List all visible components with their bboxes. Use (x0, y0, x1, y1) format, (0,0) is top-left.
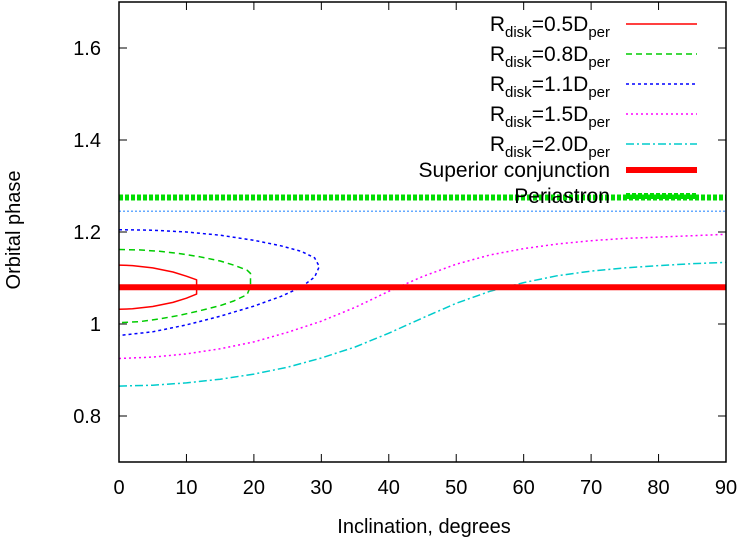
legend-entry-r-disk-0-5d-per: Rdisk=0.5Dper (490, 13, 697, 41)
legend-label-part: per (588, 54, 610, 71)
y-tick-label: 1.4 (73, 130, 101, 152)
legend-entry-periastron: Periastron (514, 185, 697, 208)
legend-label-part: R (490, 43, 505, 66)
series-line-r-disk-0-8d-per (119, 248, 252, 324)
legend-label-part: =1.1D (532, 73, 589, 96)
legend-label-part: Periastron (514, 185, 610, 208)
legend-label-part: per (588, 114, 610, 131)
legend-label-part: per (588, 84, 610, 101)
legend-entry-r-disk-1-1d-per: Rdisk=1.1Dper (490, 73, 697, 101)
legend-label: Superior conjunction (419, 159, 610, 182)
legend-entry-superior-conjunction: Superior conjunction (419, 159, 697, 182)
legend-label-part: disk (505, 84, 532, 101)
series-line-r-disk-1-1d-per (119, 228, 321, 337)
legend-label-part: =0.8D (532, 43, 589, 66)
plot-frame (118, 1, 727, 463)
y-tick-label: 1.6 (73, 38, 101, 60)
legend-label-part: disk (505, 54, 532, 71)
x-tick-label: 30 (310, 477, 332, 499)
y-tick-label: 0.8 (73, 406, 101, 428)
legend-label: Rdisk=0.8Dper (490, 43, 610, 71)
legend-label-part: R (490, 133, 505, 156)
series-line-r-disk-2-0d-per (119, 261, 726, 387)
y-tick-label: 1.2 (73, 222, 101, 244)
legend-label: Rdisk=1.1Dper (490, 73, 610, 101)
legend-label-part: disk (505, 144, 532, 161)
plot-marks (119, 194, 726, 387)
legend-label-part: disk (505, 24, 532, 41)
legend-label-part: R (490, 13, 505, 36)
legend-label-part: Superior conjunction (419, 159, 610, 182)
legend-label-part: =0.5D (532, 13, 589, 36)
x-tick-label: 0 (113, 477, 124, 499)
legend-label-part: disk (505, 114, 532, 131)
legend-label-part: R (490, 103, 505, 126)
legend-label: Periastron (514, 185, 610, 208)
legend-label-part: =2.0D (532, 133, 589, 156)
legend-label-part: =1.5D (532, 103, 589, 126)
x-tick-label: 70 (580, 477, 602, 499)
x-tick-label: 20 (243, 477, 265, 499)
legend-label-part: per (588, 144, 610, 161)
x-tick-labels: 0 10 20 30 40 50 60 70 80 90 (113, 2, 737, 499)
legend-entry-r-disk-2-0d-per: Rdisk=2.0Dper (490, 133, 697, 161)
y-tick-label: 1 (90, 314, 101, 336)
x-tick-label: 90 (715, 477, 737, 499)
legend-label: Rdisk=1.5Dper (490, 103, 610, 131)
legend-label-part: R (490, 73, 505, 96)
y-tick-labels: 0.8 1 1.2 1.4 1.6 (73, 38, 726, 428)
x-axis-title: Inclination, degrees (337, 516, 510, 538)
legend-label-part: per (588, 24, 610, 41)
x-tick-label: 10 (175, 477, 197, 499)
y-axis-title: Orbital phase (3, 171, 25, 290)
legend-entry-r-disk-0-8d-per: Rdisk=0.8Dper (490, 43, 697, 71)
legend-label: Rdisk=0.5Dper (490, 13, 610, 41)
x-tick-label: 80 (647, 477, 669, 499)
legend-label: Rdisk=2.0Dper (490, 133, 610, 161)
legend-entry-r-disk-1-5d-per: Rdisk=1.5Dper (490, 103, 697, 131)
series-line-r-disk-1-5d-per (119, 233, 726, 360)
legend: Rdisk=0.5DperRdisk=0.8DperRdisk=1.1DperR… (419, 13, 697, 208)
x-tick-label: 40 (378, 477, 400, 499)
x-tick-label: 50 (445, 477, 467, 499)
x-tick-label: 60 (513, 477, 535, 499)
